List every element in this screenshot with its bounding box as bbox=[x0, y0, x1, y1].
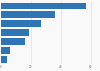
Bar bbox=[1, 56, 7, 63]
Bar bbox=[1, 38, 25, 45]
Bar bbox=[1, 29, 29, 36]
Bar bbox=[1, 47, 10, 54]
Bar bbox=[1, 20, 41, 27]
Bar bbox=[1, 11, 55, 18]
Bar bbox=[1, 3, 86, 9]
